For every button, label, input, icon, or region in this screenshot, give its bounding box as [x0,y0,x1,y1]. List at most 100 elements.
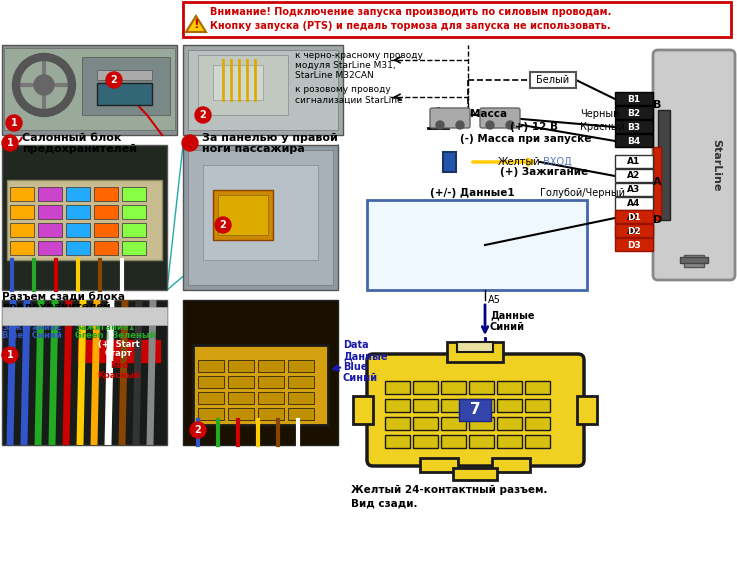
Bar [385,435,410,448]
Text: Green | Зеленый: Green | Зеленый [75,332,156,340]
Bar [615,225,653,238]
Bar [228,376,254,388]
Bar [353,396,373,424]
FancyBboxPatch shape [367,354,584,466]
Bar [413,435,438,448]
Bar [198,360,224,372]
Bar [198,376,224,388]
Text: ноги пассажира: ноги пассажира [202,144,305,154]
Bar [525,381,550,394]
Text: A5: A5 [627,213,640,223]
Text: Белый: Белый [537,75,570,85]
Text: (+) Зажигание: (+) Зажигание [500,167,588,177]
Bar [443,152,456,172]
Bar [198,55,288,115]
Text: (+) 12 В: (+) 12 В [510,122,558,132]
Text: A5: A5 [488,295,501,305]
Text: D3: D3 [627,241,641,249]
Bar [78,340,160,362]
Text: (+) Ignition2: (+) Ignition2 [2,314,63,322]
Bar [218,195,268,235]
Bar [385,417,410,430]
Text: Данные: Данные [490,310,534,320]
Bar [38,241,62,255]
Text: Blue | Синий: Blue | Синий [2,332,62,340]
Text: Старт: Старт [105,350,133,358]
Bar [7,180,162,260]
Bar [492,458,530,472]
Circle shape [106,72,122,88]
Circle shape [6,115,22,131]
Text: ВХОД: ВХОД [540,157,572,167]
Bar [288,408,314,420]
Bar [497,417,522,430]
Bar [258,376,284,388]
Text: 2: 2 [220,220,226,230]
Circle shape [182,135,198,151]
Bar [288,376,314,388]
Bar [228,392,254,404]
Text: StarLine: StarLine [711,139,721,191]
Bar [94,205,118,219]
Bar [38,223,62,237]
Bar [457,342,493,352]
Bar [459,399,491,421]
Bar [183,2,731,37]
Text: Масса: Масса [470,109,507,119]
Bar [2,45,177,135]
Bar [203,165,318,260]
Text: Кнопку запуска (PTS) и педаль тормоза для запуска не использовать.: Кнопку запуска (PTS) и педаль тормоза дл… [210,21,611,31]
Text: Черный: Черный [580,109,620,119]
Text: 1: 1 [10,118,18,128]
Bar [66,187,90,201]
Bar [653,147,661,220]
Bar [615,120,653,133]
Text: A2: A2 [627,172,640,180]
Bar [615,92,653,105]
Bar [66,241,90,255]
Text: Blue: Blue [343,362,368,372]
Bar [525,417,550,430]
Bar [2,145,167,290]
Bar [213,190,273,240]
Bar [38,205,62,219]
Bar [82,57,170,115]
Bar [413,381,438,394]
Bar [469,435,494,448]
Bar [213,65,263,100]
Text: 2: 2 [111,75,117,85]
Text: За панелью у правой: За панелью у правой [202,133,338,143]
Bar [680,257,708,263]
Circle shape [190,422,206,438]
Text: (+/-) Данные1: (+/-) Данные1 [430,188,514,198]
Bar [122,205,146,219]
Bar [38,187,62,201]
Bar [441,417,466,430]
Bar [615,210,653,223]
Text: Внимание! Подключение запуска производить по силовым проводам.: Внимание! Подключение запуска производит… [210,7,612,17]
Bar [469,399,494,412]
Text: 1: 1 [7,138,13,148]
Text: A3: A3 [627,186,640,194]
Text: StarLine M32CAN: StarLine M32CAN [295,71,374,81]
Bar [2,300,167,445]
Text: B1: B1 [627,95,640,103]
Bar [10,223,34,237]
Text: B4: B4 [627,136,640,146]
Text: A4: A4 [627,200,640,208]
Text: B: B [653,100,661,110]
Bar [66,223,90,237]
Text: Данные: Данные [343,351,388,361]
Circle shape [2,135,18,151]
Bar [497,435,522,448]
Bar [447,342,503,362]
Circle shape [195,107,211,123]
Bar [420,458,458,472]
Bar [188,50,338,130]
Circle shape [34,75,54,95]
FancyBboxPatch shape [430,108,470,128]
Text: Желтый: Желтый [497,157,540,167]
Bar [94,241,118,255]
Bar [413,399,438,412]
Bar [183,45,343,135]
